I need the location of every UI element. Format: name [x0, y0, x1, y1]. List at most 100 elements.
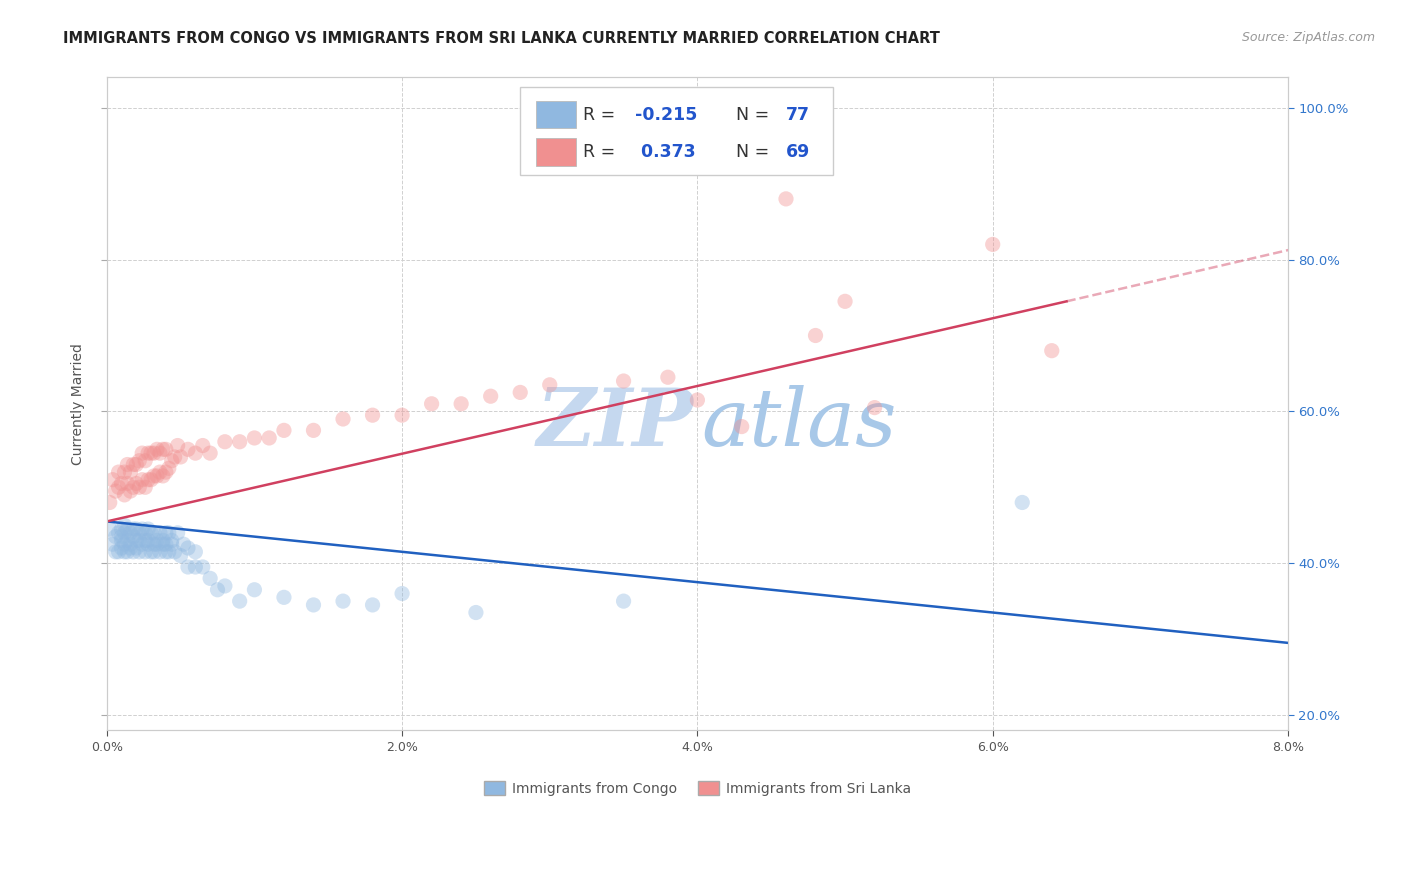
Point — [104, 484, 127, 499]
Point — [214, 579, 236, 593]
Point — [155, 465, 177, 479]
Text: atlas: atlas — [702, 384, 896, 462]
Point — [114, 488, 136, 502]
Point — [302, 423, 325, 437]
Point — [146, 537, 169, 551]
Point — [131, 446, 153, 460]
Point — [139, 545, 162, 559]
Point — [152, 533, 174, 548]
Point — [173, 537, 195, 551]
Point — [613, 374, 636, 388]
FancyBboxPatch shape — [536, 101, 575, 128]
Point — [191, 560, 214, 574]
Point — [166, 525, 188, 540]
Point — [302, 598, 325, 612]
Text: ZIP: ZIP — [537, 384, 693, 462]
Point — [120, 484, 142, 499]
Point — [134, 545, 156, 559]
Point — [257, 431, 280, 445]
Point — [152, 469, 174, 483]
Point — [1040, 343, 1063, 358]
Point — [117, 545, 139, 559]
Point — [1011, 495, 1033, 509]
Point — [184, 446, 207, 460]
Point — [160, 454, 183, 468]
Point — [143, 545, 166, 559]
Point — [125, 522, 148, 536]
FancyBboxPatch shape — [520, 87, 834, 176]
Point — [107, 525, 129, 540]
Legend: Immigrants from Congo, Immigrants from Sri Lanka: Immigrants from Congo, Immigrants from S… — [478, 776, 917, 802]
Point — [120, 525, 142, 540]
Point — [136, 537, 159, 551]
Point — [163, 545, 186, 559]
Point — [538, 377, 561, 392]
Point — [131, 473, 153, 487]
Point — [110, 522, 132, 536]
Point — [110, 476, 132, 491]
FancyBboxPatch shape — [536, 138, 575, 166]
Point — [120, 541, 142, 555]
Text: IMMIGRANTS FROM CONGO VS IMMIGRANTS FROM SRI LANKA CURRENTLY MARRIED CORRELATION: IMMIGRANTS FROM CONGO VS IMMIGRANTS FROM… — [63, 31, 941, 46]
Point — [136, 533, 159, 548]
Point — [134, 454, 156, 468]
Point — [117, 533, 139, 548]
Point — [163, 450, 186, 464]
Point — [834, 294, 856, 309]
Point — [143, 446, 166, 460]
Point — [125, 476, 148, 491]
Point — [420, 397, 443, 411]
Point — [149, 545, 172, 559]
Point — [207, 582, 229, 597]
Point — [104, 545, 127, 559]
Point — [332, 594, 354, 608]
Point — [155, 537, 177, 551]
Point — [155, 442, 177, 457]
Point — [464, 606, 486, 620]
Point — [128, 480, 150, 494]
Point — [214, 434, 236, 449]
Point — [981, 237, 1004, 252]
Point — [160, 533, 183, 548]
Point — [128, 533, 150, 548]
Point — [117, 458, 139, 472]
Text: N =: N = — [737, 143, 775, 161]
Point — [117, 476, 139, 491]
Point — [804, 328, 827, 343]
Point — [273, 423, 295, 437]
Point — [361, 598, 384, 612]
Point — [110, 533, 132, 548]
Point — [134, 533, 156, 548]
Point — [391, 586, 413, 600]
Point — [169, 549, 191, 563]
Point — [114, 525, 136, 540]
Point — [143, 469, 166, 483]
Point — [152, 537, 174, 551]
Point — [136, 446, 159, 460]
Text: -0.215: -0.215 — [634, 105, 697, 124]
Point — [157, 461, 180, 475]
Text: Source: ZipAtlas.com: Source: ZipAtlas.com — [1241, 31, 1375, 45]
Point — [157, 525, 180, 540]
Point — [101, 473, 124, 487]
Point — [110, 530, 132, 544]
Point — [149, 446, 172, 460]
Point — [136, 473, 159, 487]
Point — [128, 525, 150, 540]
Point — [332, 412, 354, 426]
Point — [184, 545, 207, 559]
Point — [152, 442, 174, 457]
Point — [128, 454, 150, 468]
Point — [139, 473, 162, 487]
Point — [184, 560, 207, 574]
Point — [125, 533, 148, 548]
Point — [104, 530, 127, 544]
Point — [128, 545, 150, 559]
Point — [157, 545, 180, 559]
Point — [166, 438, 188, 452]
Text: R =: R = — [583, 105, 620, 124]
Point — [509, 385, 531, 400]
Point — [863, 401, 886, 415]
Point — [117, 522, 139, 536]
Point — [177, 560, 200, 574]
